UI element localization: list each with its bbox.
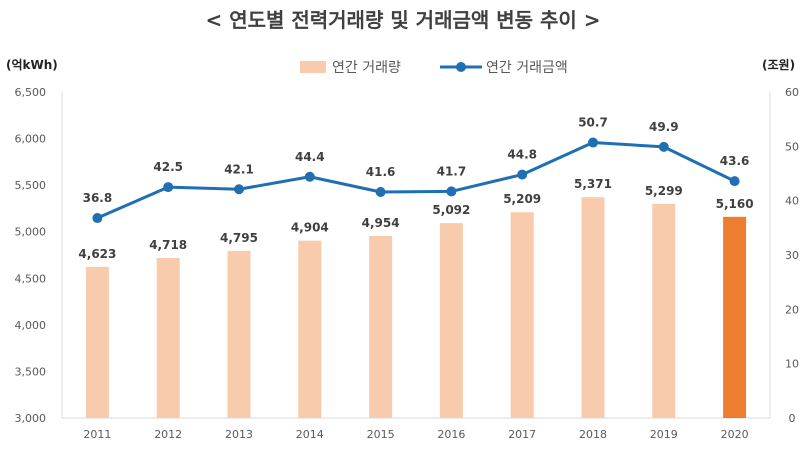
- amount-value-label: 44.8: [507, 148, 537, 162]
- bar-2013: [227, 250, 251, 418]
- right-tick-label: 40: [785, 195, 799, 208]
- x-tick-label: 2020: [721, 428, 749, 441]
- bar-value-label: 4,718: [149, 238, 187, 252]
- right-tick-label: 60: [785, 86, 799, 99]
- left-tick-label: 5,500: [15, 179, 47, 192]
- bar-2017: [510, 212, 534, 418]
- legend-bar-label: 연간 거래량: [332, 60, 401, 76]
- bar-value-label: 5,209: [503, 192, 541, 206]
- left-tick-label: 4,500: [15, 272, 47, 285]
- amount-point-2017: [517, 169, 528, 180]
- x-tick-label: 2018: [579, 428, 607, 441]
- amount-value-label: 42.1: [224, 162, 254, 176]
- left-tick-label: 3,500: [15, 365, 47, 378]
- amount-point-2016: [446, 186, 457, 197]
- left-tick-label: 6,000: [15, 133, 47, 146]
- x-tick-label: 2016: [437, 428, 465, 441]
- amount-line: [96, 141, 736, 220]
- x-tick-label: 2011: [83, 428, 111, 441]
- amount-point-2011: [92, 213, 103, 224]
- left-tick-label: 4,000: [15, 319, 47, 332]
- left-axis-unit: (억kWh): [6, 58, 58, 72]
- legend-line-label: 연간 거래금액: [486, 60, 568, 76]
- amount-value-label: 43.6: [720, 154, 750, 168]
- bar-2019: [652, 203, 676, 418]
- left-tick-label: 3,000: [15, 412, 47, 425]
- bar-value-label: 5,371: [574, 177, 612, 191]
- x-tick-label: 2013: [225, 428, 253, 441]
- bar-value-label: 4,954: [362, 216, 400, 230]
- bar-2015: [369, 235, 393, 418]
- amount-value-label: 41.6: [366, 165, 396, 179]
- bar-value-label: 5,299: [645, 184, 683, 198]
- legend-line-marker: [456, 62, 466, 72]
- amount-point-2019: [658, 141, 669, 152]
- bar-value-label: 5,092: [432, 203, 470, 217]
- bar-2011: [85, 266, 109, 418]
- x-tick-label: 2012: [154, 428, 182, 441]
- right-tick-label: 20: [785, 303, 799, 316]
- amount-point-2018: [588, 137, 598, 148]
- left-tick-label: 5,000: [15, 226, 47, 239]
- right-tick-label: 50: [785, 140, 799, 153]
- bar-2020: [723, 216, 747, 418]
- right-tick-label: 10: [785, 358, 799, 371]
- amount-value-label: 42.5: [153, 160, 183, 174]
- bar-value-label: 4,795: [220, 231, 258, 245]
- bar-2018: [581, 197, 605, 418]
- bar-2016: [439, 223, 463, 418]
- right-axis-unit: (조원): [762, 58, 796, 72]
- bar-value-label: 4,904: [291, 221, 329, 235]
- x-tick-label: 2017: [508, 428, 536, 441]
- x-tick-label: 2015: [367, 428, 395, 441]
- left-tick-label: 6,500: [15, 86, 47, 99]
- x-tick-label: 2014: [296, 428, 324, 441]
- right-tick-label: 0: [789, 412, 796, 425]
- chart-title: < 연도별 전력거래량 및 거래금액 변동 추이 >: [205, 8, 601, 32]
- amount-value-label: 49.9: [649, 120, 679, 134]
- legend-bar-swatch: [300, 61, 326, 73]
- right-tick-label: 30: [785, 249, 799, 262]
- amount-value-label: 50.7: [578, 116, 608, 130]
- amount-value-label: 41.7: [437, 164, 467, 178]
- amount-value-label: 36.8: [83, 191, 113, 205]
- amount-point-2012: [163, 182, 174, 193]
- bar-value-label: 5,160: [716, 197, 754, 211]
- amount-point-2014: [304, 171, 315, 182]
- bar-2014: [298, 240, 322, 418]
- amount-point-2015: [375, 186, 386, 197]
- bar-value-label: 4,623: [78, 247, 116, 261]
- bar-2012: [156, 257, 180, 418]
- x-tick-label: 2019: [650, 428, 678, 441]
- amount-point-2013: [234, 184, 244, 195]
- amount-point-2020: [729, 176, 740, 187]
- amount-value-label: 44.4: [295, 150, 325, 164]
